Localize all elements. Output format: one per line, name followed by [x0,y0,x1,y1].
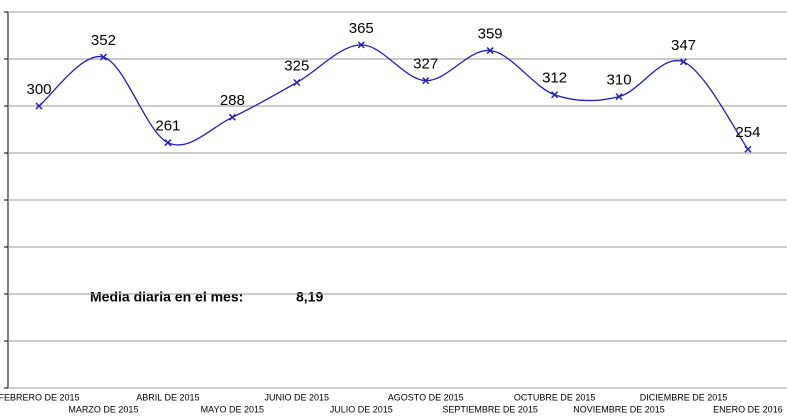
marker [357,41,365,49]
data-label: 325 [284,57,309,74]
x-tick-label: MAYO DE 2015 [201,404,264,414]
x-tick-label: DICIEMBRE DE 2015 [640,392,728,402]
x-tick-label: JULIO DE 2015 [330,404,393,414]
x-tick-label: JUNIO DE 2015 [265,392,330,402]
marker [422,77,430,85]
x-tick-label: OCTUBRE DE 2015 [514,392,596,402]
x-tick-label: ENERO DE 2016 [713,404,783,414]
data-label: 312 [542,70,567,87]
annotation-value: 8,19 [296,289,323,305]
data-label: 300 [26,81,51,98]
marker [615,93,623,101]
marker [486,47,494,55]
data-label: 347 [671,37,696,54]
marker [35,102,43,110]
data-label: 261 [155,118,180,135]
marker [228,113,236,121]
marker [164,139,172,147]
data-label: 359 [478,26,503,43]
x-tick-label: NOVIEMBRE DE 2015 [573,404,665,414]
annotation-label: Media diaria en el mes: [90,289,243,305]
marker [99,53,107,61]
data-label: 310 [607,72,632,89]
marker [293,78,301,87]
x-tick-label: SEPTIEMBRE DE 2015 [442,404,538,414]
line [38,44,749,150]
x-tick-label: ABRIL DE 2015 [136,392,199,402]
data-label: 288 [220,92,245,109]
x-tick-label: AGOSTO DE 2015 [388,392,464,402]
data-label: 254 [735,124,760,141]
marker [744,145,752,153]
marker [679,58,688,66]
x-tick-label: FEBRERO DE 2015 [0,392,80,402]
data-label: 352 [91,32,116,49]
marker [551,91,559,99]
data-label: 327 [413,56,438,73]
x-tick-label: MARZO DE 2015 [68,404,138,414]
data-label: 365 [349,20,374,37]
